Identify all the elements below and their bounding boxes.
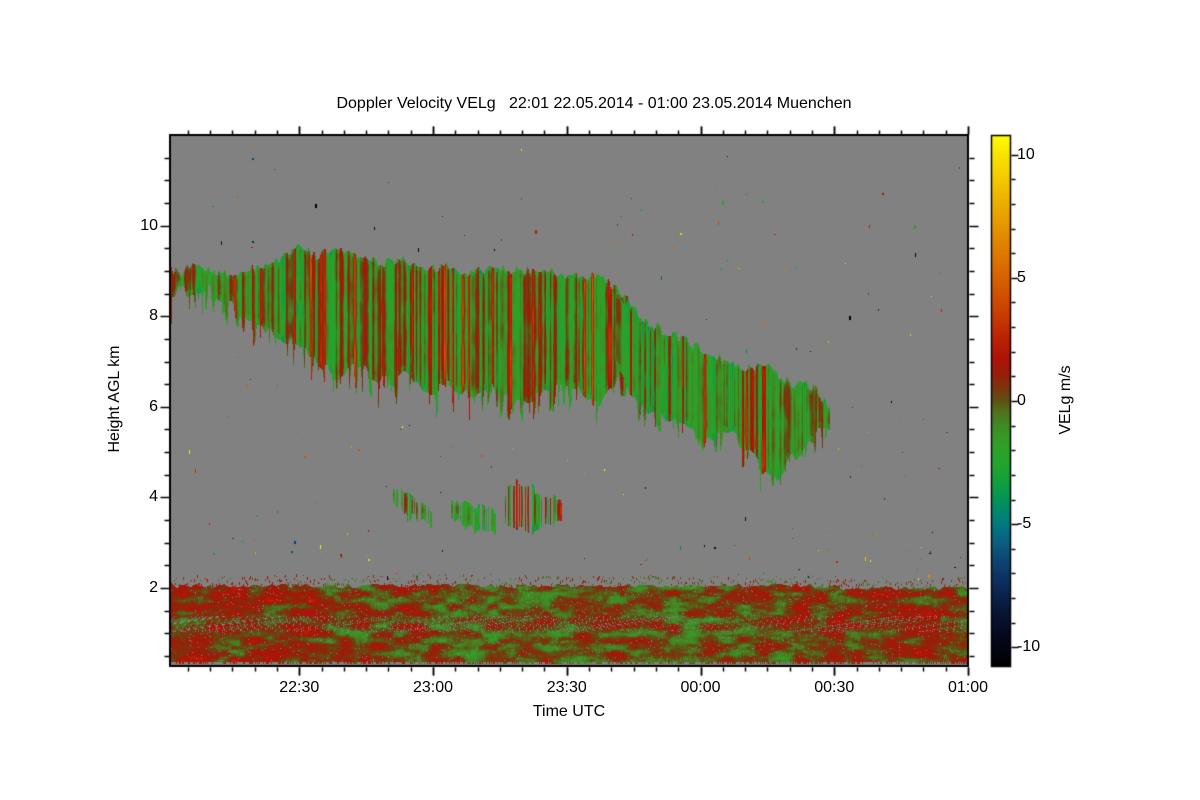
x-axis-label: Time UTC — [532, 703, 606, 720]
x-tick-label: 01:00 — [947, 679, 989, 696]
chart-title: Doppler Velocity VELg 22:01 22.05.2014 -… — [336, 95, 852, 112]
x-tick-label: 23:00 — [412, 679, 454, 696]
colorbar-tick-label: -5 — [1017, 515, 1032, 533]
y-tick-label: 2 — [149, 579, 158, 597]
x-tick-label: 00:00 — [680, 679, 721, 696]
x-tick-label: 00:30 — [814, 679, 855, 696]
y-tick-label: 6 — [149, 397, 158, 415]
colorbar-tick-label: 10 — [1017, 145, 1035, 163]
y-tick-label: 10 — [140, 216, 158, 234]
y-tick-label: 4 — [149, 488, 158, 506]
x-tick-label: 22:30 — [279, 679, 320, 696]
colorbar-tick-label: 0 — [1017, 392, 1026, 409]
colorbar-tick-label: 5 — [1017, 268, 1026, 286]
x-tick-label: 23:30 — [546, 679, 587, 696]
colorbar-tick-label: -10 — [1017, 638, 1041, 656]
y-tick-label: 8 — [149, 307, 158, 325]
